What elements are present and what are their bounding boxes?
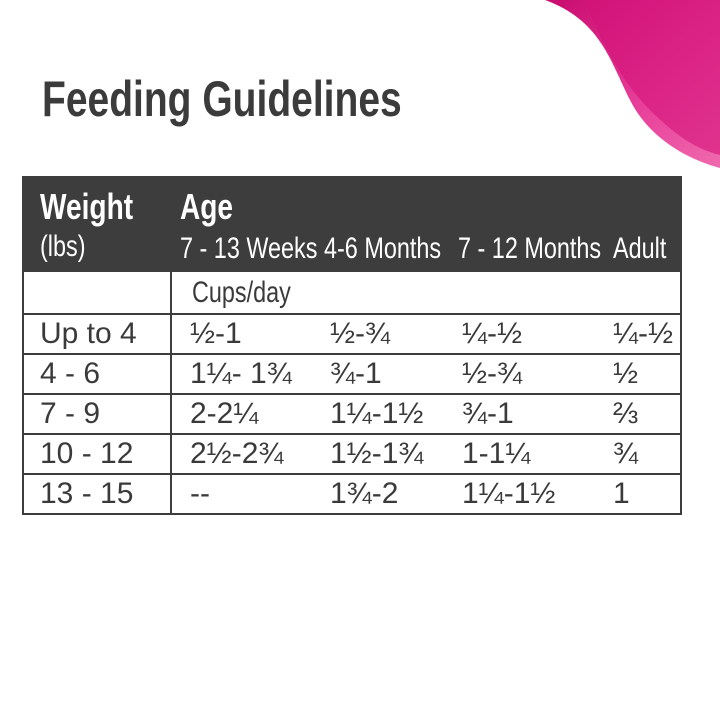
table-row: Up to 4 ½-1 ½-¾ ¼-½ ¼-½ — [24, 313, 680, 353]
cups-cell: 1¼- 1¾ — [190, 357, 292, 390]
header-col-4: Adult — [613, 232, 667, 265]
unit-label: Cups/day — [192, 276, 291, 309]
cups-cell: 1¼-1½ — [462, 477, 556, 510]
cups-cell: ¾-1 — [330, 357, 382, 390]
unit-row: Cups/day — [24, 272, 680, 313]
cups-cell: 2-2¼ — [190, 397, 259, 430]
page-title: Feeding Guidelines — [42, 71, 402, 127]
cups-cell: ½-¾ — [462, 357, 523, 390]
cups-cell: 1 — [613, 477, 630, 510]
cups-cell: ⅔ — [613, 397, 639, 430]
cups-cell: ¾-1 — [462, 397, 514, 430]
weight-cell: Up to 4 — [40, 317, 137, 350]
feeding-table: Weight (lbs) Age 7 - 13 Weeks 4-6 Months… — [22, 176, 682, 515]
table-row: 13 - 15 -- 1¾-2 1¼-1½ 1 — [24, 473, 680, 513]
cups-cell: ¼-½ — [613, 317, 674, 350]
header-col-1: 7 - 13 Weeks — [180, 232, 318, 265]
cups-cell: ½-1 — [190, 317, 242, 350]
cups-cell: 1-1¼ — [462, 437, 531, 470]
weight-cell: 7 - 9 — [40, 397, 101, 430]
header-weight: Weight — [40, 186, 134, 227]
cups-cell: 1¾-2 — [330, 477, 399, 510]
header-age: Age — [180, 186, 234, 227]
table-row: 7 - 9 2-2¼ 1¼-1½ ¾-1 ⅔ — [24, 393, 680, 433]
weight-cell: 10 - 12 — [40, 437, 134, 470]
table-header: Weight (lbs) Age 7 - 13 Weeks 4-6 Months… — [24, 178, 680, 272]
weight-cell: 4 - 6 — [40, 357, 101, 390]
cups-cell: -- — [190, 477, 210, 510]
cups-cell: ½-¾ — [330, 317, 391, 350]
table-row: 10 - 12 2½-2¾ 1½-1¾ 1-1¼ ¾ — [24, 433, 680, 473]
cups-cell: 1½-1¾ — [330, 437, 424, 470]
header-weight-unit: (lbs) — [40, 230, 86, 263]
cups-cell: ¾ — [613, 437, 639, 470]
cups-cell: ¼-½ — [462, 317, 523, 350]
cups-cell: 2½-2¾ — [190, 437, 284, 470]
column-divider — [170, 272, 172, 513]
header-col-3: 7 - 12 Months — [458, 232, 602, 265]
cups-cell: ½ — [613, 357, 639, 390]
table-row: 4 - 6 1¼- 1¾ ¾-1 ½-¾ ½ — [24, 353, 680, 393]
weight-cell: 13 - 15 — [40, 477, 134, 510]
cups-cell: 1¼-1½ — [330, 397, 424, 430]
header-col-2: 4-6 Months — [324, 232, 442, 265]
